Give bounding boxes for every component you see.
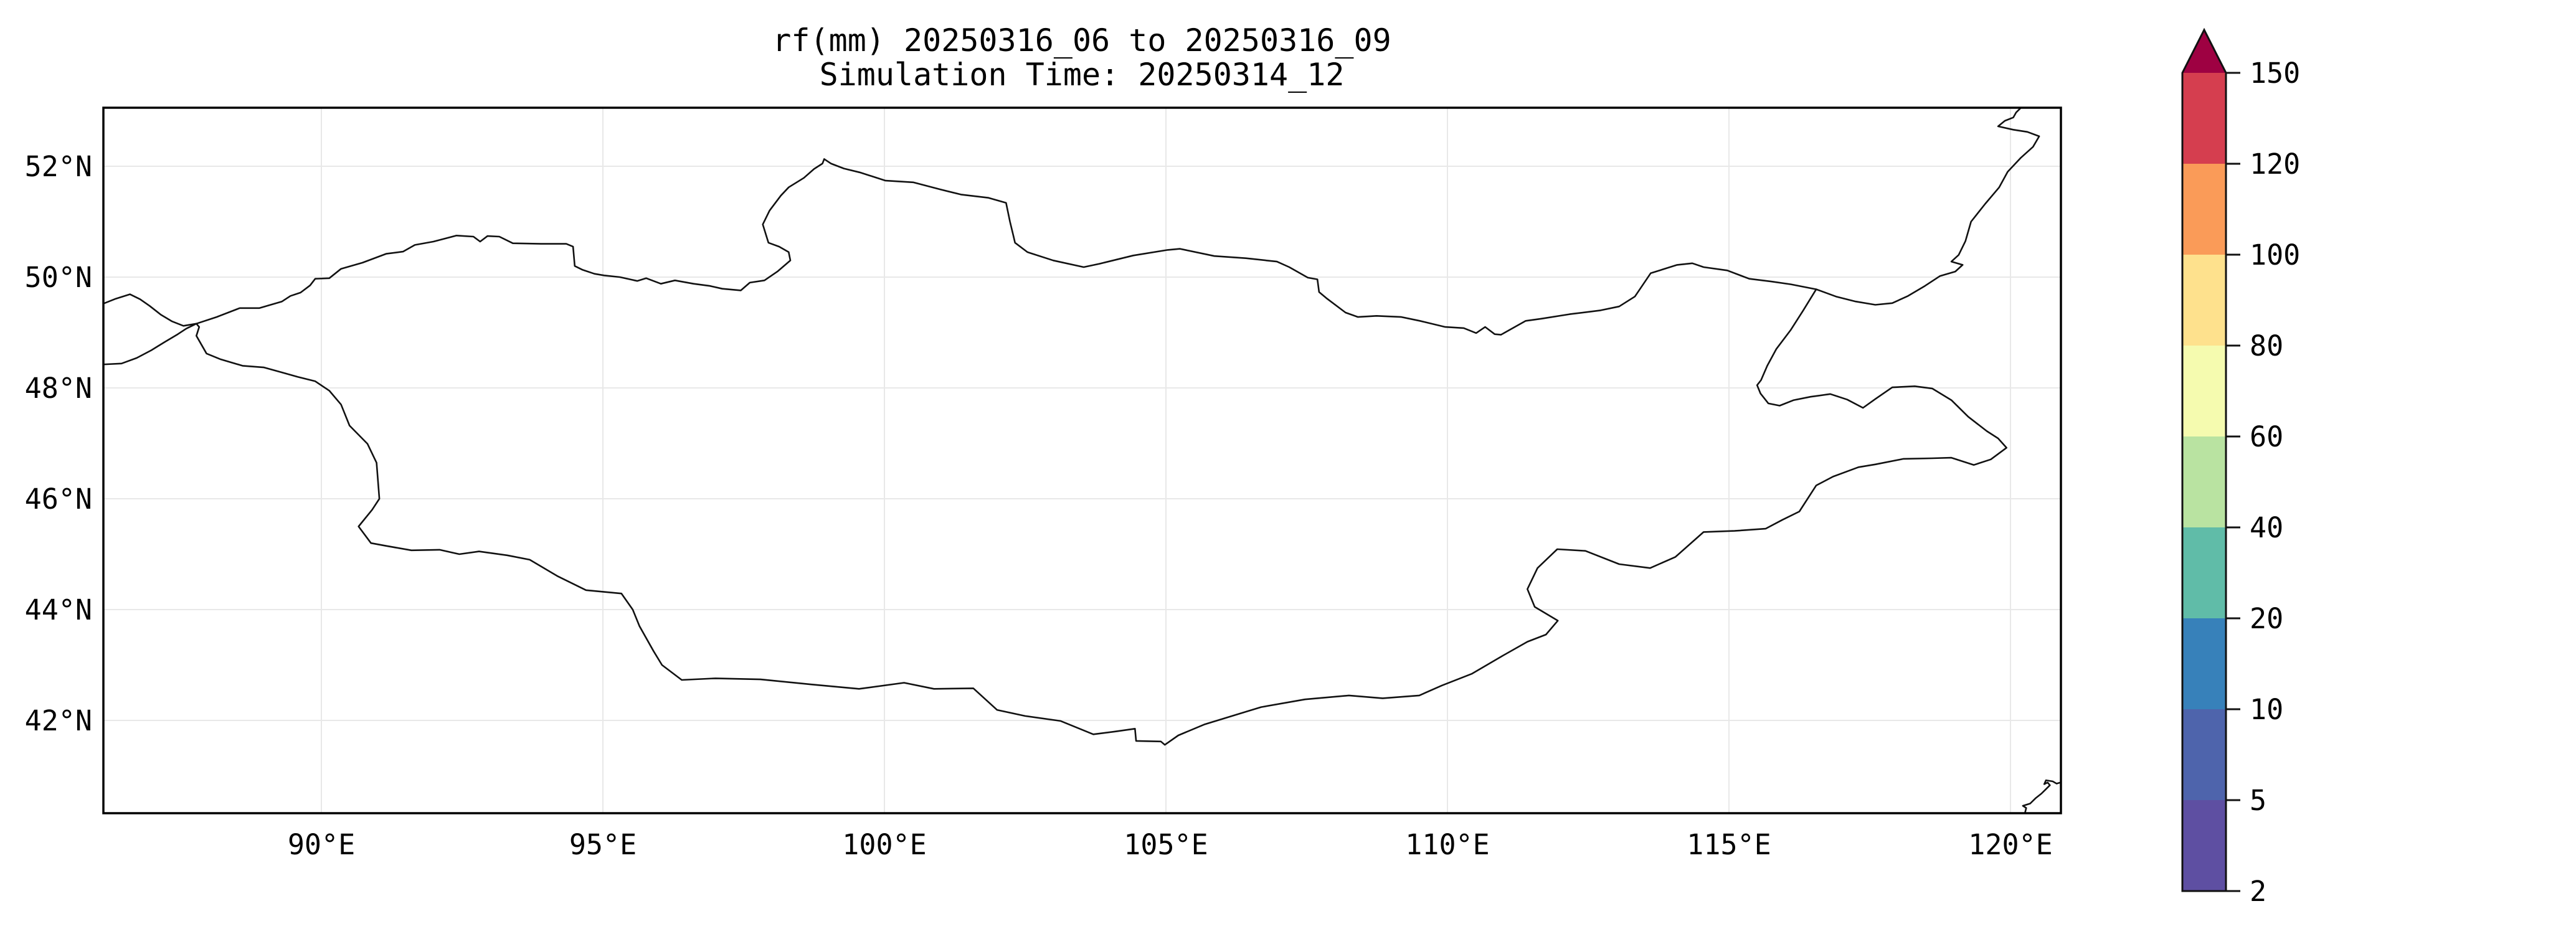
y-axis-tick-labels: 52°N 50°N 48°N 46°N 44°N 42°N (25, 150, 92, 737)
colorbar-segment-120-150 (2182, 73, 2226, 164)
plot-subtitle: Simulation Time: 20250314_12 (820, 57, 1345, 93)
colorbar-segment-40-60 (2182, 436, 2226, 527)
plot-title: rf(mm) 20250316_06 to 20250316_09 (772, 22, 1391, 59)
colorbar: 2 5 10 20 40 60 80 100 120 150 (2181, 27, 2300, 908)
colorbar-tick-label-100: 100 (2250, 238, 2300, 271)
x-tick-label-120E: 120°E (1968, 828, 2052, 861)
x-tick-label-115E: 115°E (1687, 828, 1771, 861)
colorbar-segment-2-5 (2182, 800, 2226, 891)
colorbar-tick-label-150: 150 (2250, 57, 2300, 90)
colorbar-outline (2181, 27, 2227, 892)
colorbar-segment-80-100 (2182, 255, 2226, 346)
colorbar-segment-20-40 (2182, 527, 2226, 618)
colorbar-tick-label-80: 80 (2250, 329, 2283, 362)
x-tick-label-90E: 90°E (288, 828, 355, 861)
y-tick-label-46N: 46°N (25, 483, 92, 516)
colorbar-tick-label-20: 20 (2250, 602, 2283, 635)
colorbar-segment-5-10 (2182, 709, 2226, 800)
border-kz-cn-west (103, 323, 197, 366)
y-tick-label-42N: 42°N (25, 704, 92, 737)
colorbar-tick-label-40: 40 (2250, 511, 2283, 544)
y-tick-label-52N: 52°N (25, 150, 92, 183)
x-tick-label-110E: 110°E (1405, 828, 1489, 861)
border-ru-kz-west (103, 293, 197, 327)
border-mongolia (196, 158, 2007, 746)
colorbar-tick-label-2: 2 (2250, 875, 2266, 908)
country-borders (103, 108, 2061, 813)
border-coast-southeast (2022, 779, 2061, 813)
y-tick-label-48N: 48°N (25, 372, 92, 405)
x-tick-label-105E: 105°E (1124, 828, 1208, 861)
colorbar-segment-100-120 (2182, 164, 2226, 255)
x-axis-tick-labels: 90°E 95°E 100°E 105°E 110°E 115°E 120°E (288, 828, 2053, 861)
border-ru-cn-northeast (1815, 108, 2040, 306)
colorbar-tick-label-10: 10 (2250, 693, 2283, 726)
colorbar-over-arrow (2182, 30, 2226, 73)
y-tick-label-44N: 44°N (25, 593, 92, 626)
plot-frame (102, 106, 2062, 814)
gridlines (103, 108, 2061, 813)
colorbar-tick-label-120: 120 (2250, 148, 2300, 181)
y-tick-label-50N: 50°N (25, 261, 92, 294)
colorbar-tick-label-5: 5 (2250, 784, 2266, 817)
x-tick-label-95E: 95°E (569, 828, 637, 861)
colorbar-segment-10-20 (2182, 618, 2226, 709)
x-tick-label-100E: 100°E (842, 828, 926, 861)
colorbar-segment-60-80 (2182, 346, 2226, 436)
colorbar-tick-label-60: 60 (2250, 420, 2283, 453)
